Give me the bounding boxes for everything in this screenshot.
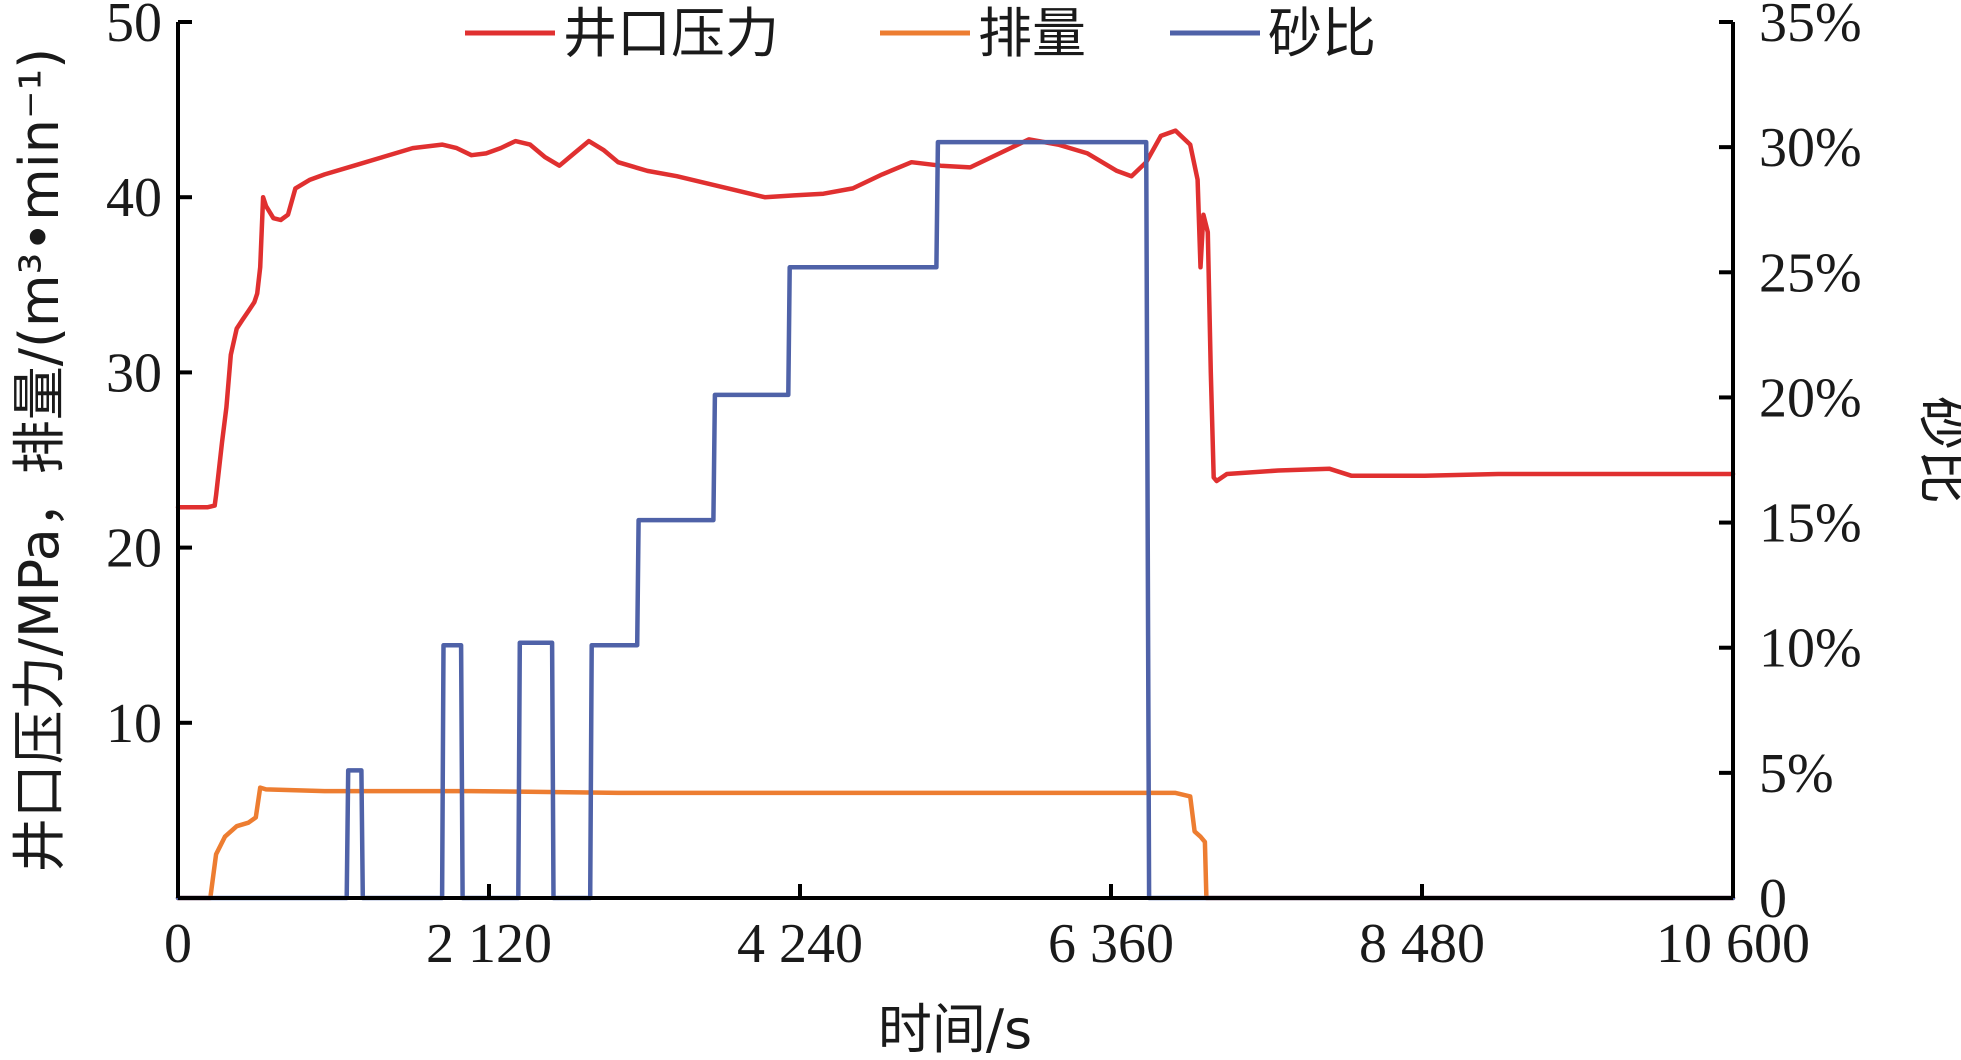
legend: 井口压力 排量 砂比 <box>465 2 1376 65</box>
x-tick-label: 0 <box>164 913 192 975</box>
y2-tick-label: 5% <box>1759 743 1834 805</box>
x-tick-label: 8 480 <box>1359 913 1485 975</box>
y-tick-label: 30 <box>106 342 162 404</box>
series-line-2 <box>175 139 1736 901</box>
x-tick-label: 6 360 <box>1048 913 1174 975</box>
legend-label: 砂比 <box>1268 2 1376 65</box>
series-line-1 <box>175 785 1736 901</box>
y-tick-label: 20 <box>106 518 162 580</box>
y2-tick-label: 20% <box>1759 367 1862 429</box>
ticks-layer: 0 2 120 4 240 6 360 8 480 10 600 10 20 30 40 50 0 5%… <box>106 0 1862 975</box>
y-axis-title: 井口压力/MPa，排量/(m³•min⁻¹) <box>8 48 71 872</box>
y2-tick-label: 10% <box>1759 618 1862 680</box>
y2-tick-label: 30% <box>1759 117 1862 179</box>
series-line-0 <box>175 128 1736 510</box>
axes-layer <box>176 22 1735 900</box>
y2-tick-label: 35% <box>1759 0 1862 54</box>
x-tick-label: 4 240 <box>737 913 863 975</box>
series-layer <box>175 128 1736 901</box>
x-tick-label: 2 120 <box>426 913 552 975</box>
y2-tick-label: 15% <box>1759 493 1862 555</box>
legend-label: 井口压力 <box>563 2 779 65</box>
y2-axis-title: 砂比 <box>1912 396 1961 504</box>
y-tick-label: 10 <box>106 693 162 755</box>
x-axis-title: 时间/s <box>878 998 1032 1060</box>
y-tick-label: 50 <box>106 0 162 54</box>
y2-tick-label: 0 <box>1759 868 1787 930</box>
y-tick-label: 40 <box>106 167 162 229</box>
legend-label: 排量 <box>978 2 1086 65</box>
x-tick-label: 10 600 <box>1656 913 1810 975</box>
y2-tick-label: 25% <box>1759 242 1862 304</box>
